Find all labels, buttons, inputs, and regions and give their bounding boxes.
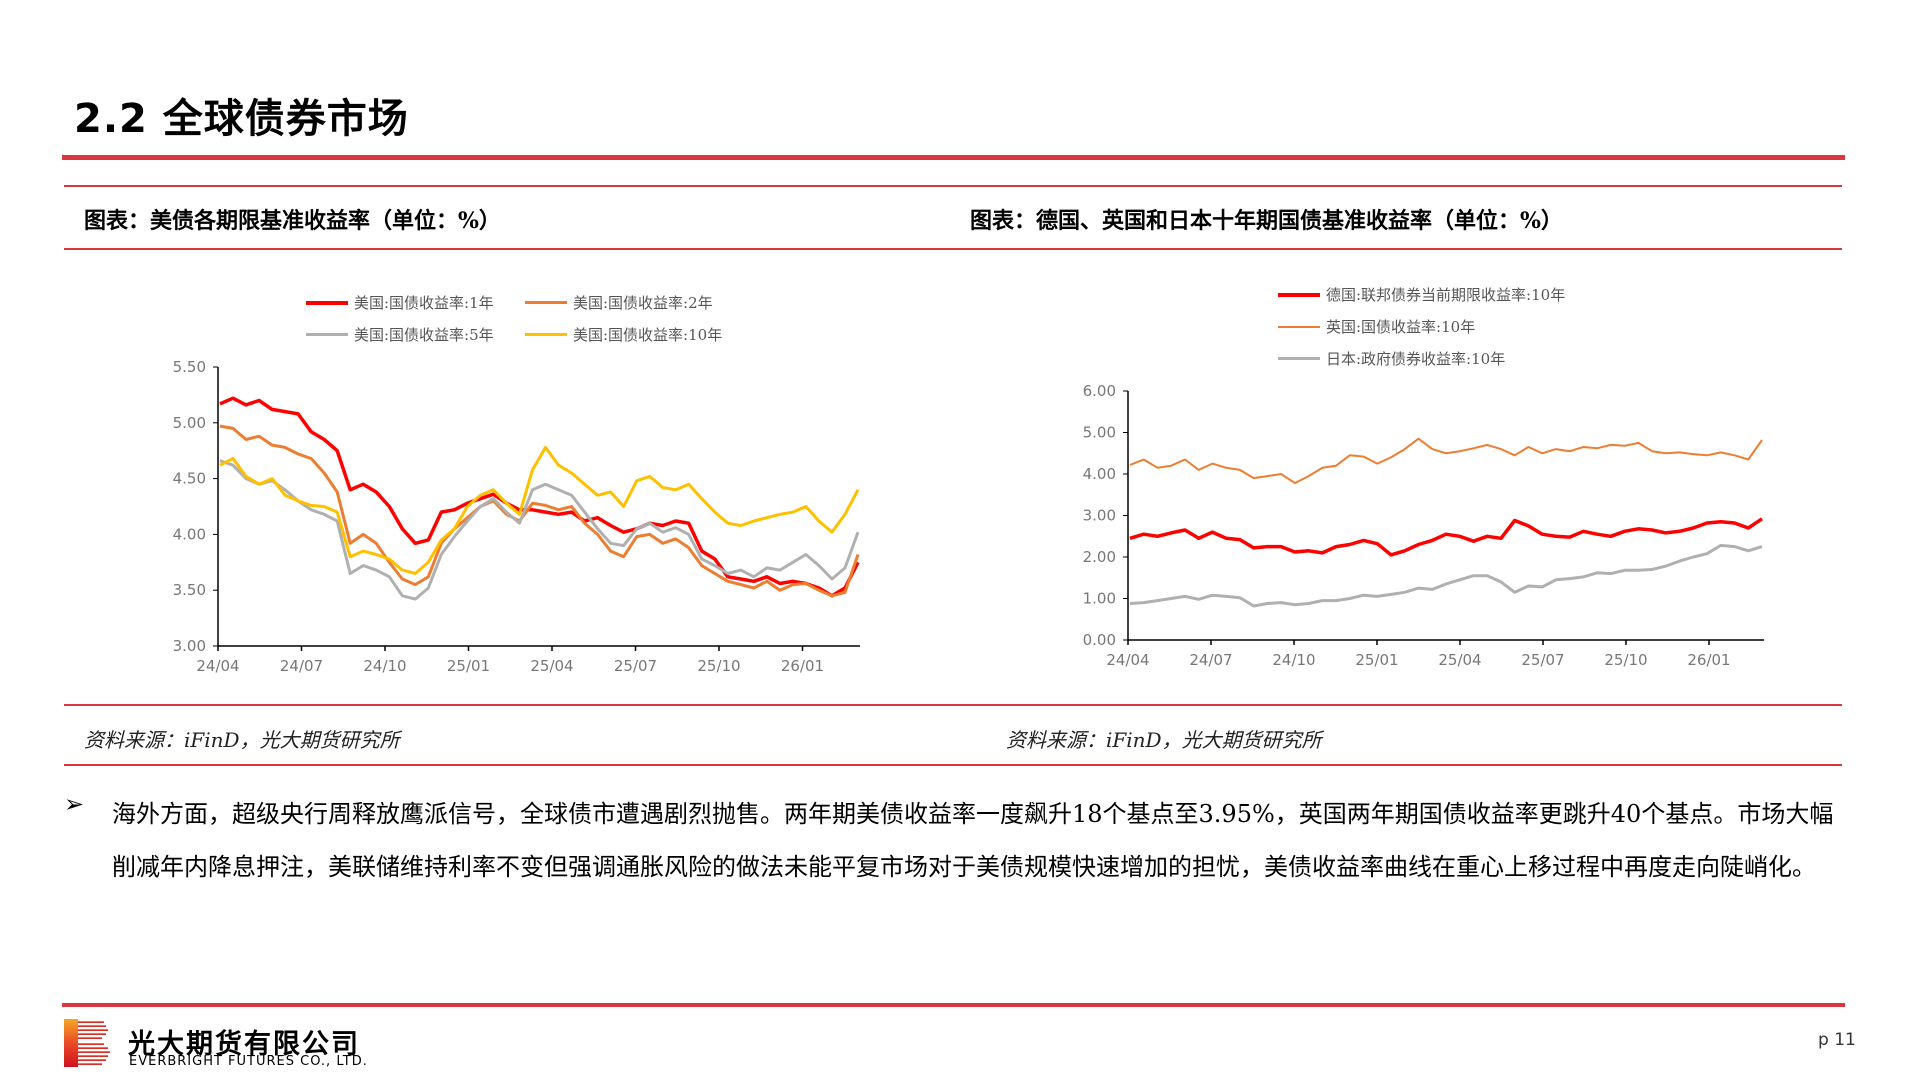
series-line bbox=[219, 459, 860, 601]
series-line bbox=[1129, 543, 1763, 608]
bullet-arrow-icon: ➢ bbox=[64, 790, 85, 818]
series-line bbox=[219, 396, 860, 598]
series-line bbox=[219, 445, 860, 575]
series-line bbox=[1129, 517, 1763, 557]
y-tick-label: 6.00 bbox=[1083, 382, 1116, 400]
legend-item-uk: 英国:国债收益率:10年 bbox=[1278, 316, 1475, 337]
company-name-en: EVERBRIGHT FUTURES CO., LTD. bbox=[129, 1054, 368, 1069]
x-tick-label: 25/04 bbox=[1438, 651, 1481, 669]
legend-item-japan: 日本:政府债券收益率:10年 bbox=[1278, 348, 1505, 369]
legend-swatch-red bbox=[306, 300, 348, 305]
series-line bbox=[1129, 437, 1763, 485]
y-tick-label: 5.00 bbox=[1083, 424, 1116, 442]
x-tick-label: 24/04 bbox=[196, 657, 239, 675]
page-number: p 11 bbox=[1818, 1030, 1856, 1050]
legend-swatch-gray bbox=[1278, 357, 1320, 360]
commentary-paragraph: 海外方面，超级央行周释放鹰派信号，全球债市遭遇剧烈抛售。两年期美债收益率一度飙升… bbox=[112, 800, 1834, 881]
x-tick-label: 24/10 bbox=[363, 657, 406, 675]
figure-header-bottom-rule bbox=[64, 248, 1842, 250]
x-tick-label: 25/07 bbox=[1521, 651, 1564, 669]
legend-swatch-red bbox=[1278, 292, 1320, 297]
x-tick-label: 26/01 bbox=[781, 657, 824, 675]
source-bottom-rule bbox=[64, 764, 1842, 766]
x-tick-label: 24/07 bbox=[280, 657, 323, 675]
legend-item-2y: 美国:国债收益率:2年 bbox=[525, 292, 713, 313]
legend-swatch-orange bbox=[1278, 325, 1320, 328]
y-tick-label: 4.50 bbox=[173, 470, 206, 488]
series-line bbox=[219, 424, 860, 598]
company-name-cn: 光大期货有限公司 bbox=[128, 1029, 360, 1060]
legend-label: 日本:政府债券收益率:10年 bbox=[1326, 350, 1506, 368]
x-tick-label: 25/10 bbox=[697, 657, 740, 675]
y-tick-label: 3.00 bbox=[173, 637, 206, 655]
everbright-logo-icon bbox=[64, 1019, 110, 1067]
us-treasury-yield-chart: 美国:国债收益率:1年 美国:国债收益率:2年 美国:国债收益率:5年 美国:国… bbox=[150, 280, 890, 690]
y-tick-label: 0.00 bbox=[1083, 631, 1116, 649]
page-title: 2.2 全球债券市场 bbox=[74, 96, 409, 142]
y-tick-label: 3.00 bbox=[1083, 507, 1116, 525]
figure-header-top-rule bbox=[64, 185, 1842, 187]
x-tick-label: 24/07 bbox=[1189, 651, 1232, 669]
y-tick-label: 4.00 bbox=[1083, 465, 1116, 483]
footer-divider bbox=[62, 1003, 1845, 1007]
legend-label: 美国:国债收益率:5年 bbox=[354, 326, 494, 344]
legend-swatch-gray bbox=[306, 333, 348, 336]
legend-swatch-yellow bbox=[525, 333, 567, 336]
x-tick-label: 25/07 bbox=[614, 657, 657, 675]
legend-item-5y: 美国:国债收益率:5年 bbox=[306, 324, 494, 345]
legend-label: 英国:国债收益率:10年 bbox=[1326, 318, 1476, 336]
legend-item-1y: 美国:国债收益率:1年 bbox=[306, 292, 494, 313]
y-tick-label: 3.50 bbox=[173, 581, 206, 599]
x-tick-label: 25/01 bbox=[1355, 651, 1398, 669]
y-tick-label: 5.50 bbox=[173, 358, 206, 376]
left-source-note: 资料来源：iFinD，光大期货研究所 bbox=[84, 728, 400, 752]
right-source-note: 资料来源：iFinD，光大期货研究所 bbox=[1006, 728, 1322, 752]
title-divider bbox=[62, 155, 1845, 160]
source-top-rule bbox=[64, 704, 1842, 706]
right-figure-title: 图表：德国、英国和日本十年期国债基准收益率（单位：%） bbox=[970, 208, 1563, 234]
x-tick-label: 25/10 bbox=[1604, 651, 1647, 669]
y-tick-label: 5.00 bbox=[173, 414, 206, 432]
x-tick-label: 25/04 bbox=[530, 657, 573, 675]
x-tick-label: 26/01 bbox=[1687, 651, 1730, 669]
x-tick-label: 25/01 bbox=[447, 657, 490, 675]
legend-label: 美国:国债收益率:1年 bbox=[354, 294, 494, 312]
legend-item-10y: 美国:国债收益率:10年 bbox=[525, 324, 722, 345]
y-tick-label: 1.00 bbox=[1083, 590, 1116, 608]
legend-label: 美国:国债收益率:10年 bbox=[573, 326, 723, 344]
legend-label: 美国:国债收益率:2年 bbox=[573, 294, 713, 312]
legend-swatch-orange bbox=[525, 301, 567, 304]
legend-label: 德国:联邦债券当前期限收益率:10年 bbox=[1326, 286, 1566, 304]
left-figure-title: 图表：美债各期限基准收益率（单位：%） bbox=[84, 208, 501, 234]
x-tick-label: 24/10 bbox=[1272, 651, 1315, 669]
x-tick-label: 24/04 bbox=[1106, 651, 1149, 669]
y-tick-label: 2.00 bbox=[1083, 548, 1116, 566]
legend-item-germany: 德国:联邦债券当前期限收益率:10年 bbox=[1278, 284, 1565, 305]
y-tick-label: 4.00 bbox=[173, 525, 206, 543]
